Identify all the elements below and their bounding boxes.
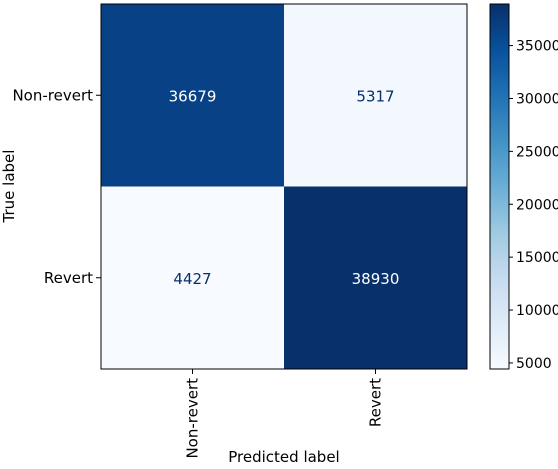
matrix-cell <box>284 186 467 369</box>
matrix-cell <box>101 4 284 187</box>
colorbar-tick-label: 15000 <box>516 250 558 266</box>
y-tick-label: Non-revert <box>12 86 93 104</box>
x-axis-ticks: Non-revert Revert <box>184 369 385 459</box>
matrix-cell-value: 4427 <box>173 270 211 288</box>
x-tick-label: Non-revert <box>184 378 202 459</box>
colorbar-tick-label: 25000 <box>516 144 558 160</box>
colorbar-ticks: 5000 10000 15000 20000 25000 30000 35000 <box>509 39 558 372</box>
matrix-cell-value: 36679 <box>169 87 217 105</box>
y-axis-label: True label <box>0 150 18 224</box>
colorbar-tick-label: 20000 <box>516 197 558 213</box>
matrix-cell <box>284 4 467 187</box>
colorbar-tick-label: 35000 <box>516 39 558 55</box>
matrix-cell-labels: 36679 5317 4427 38930 <box>169 87 400 288</box>
colorbar <box>489 3 510 370</box>
matrix-cell-value: 38930 <box>352 270 400 288</box>
colorbar-tick-label: 10000 <box>516 303 558 319</box>
colorbar-tick-label: 30000 <box>516 91 558 107</box>
plot-frame <box>100 3 468 370</box>
matrix-cell <box>101 186 284 369</box>
x-axis-label: Predicted label <box>228 448 339 464</box>
y-tick-label: Revert <box>44 269 93 287</box>
matrix-cell-value: 5317 <box>356 87 394 105</box>
y-axis-ticks: Non-revert Revert <box>12 86 101 287</box>
x-tick-label: Revert <box>367 378 385 427</box>
matrix-cells <box>101 4 467 369</box>
colorbar-tick-label: 5000 <box>516 356 552 372</box>
